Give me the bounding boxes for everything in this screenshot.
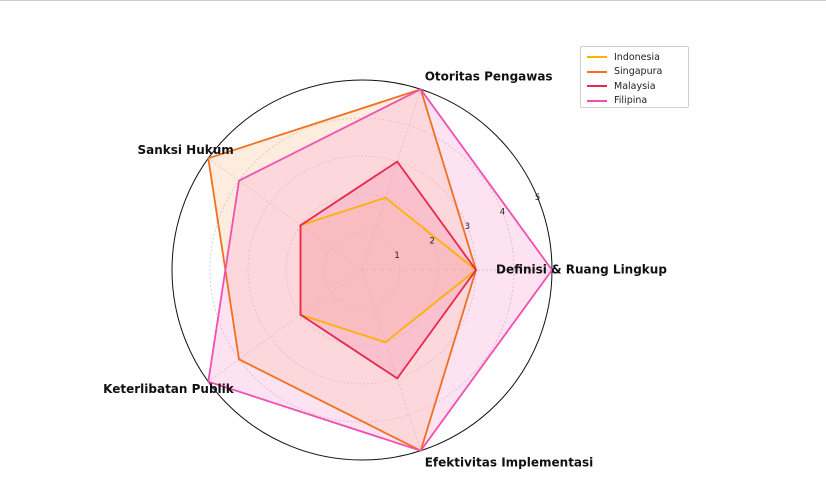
legend-label: Malaysia [614,80,656,92]
tick-label-1: 1 [394,251,399,261]
tick-label-3: 3 [465,222,470,232]
legend-item-filipina: Filipina [587,94,682,109]
axis-label-0: Definisi & Ruang Lingkup [496,263,667,277]
series-fill-indonesia [300,197,476,343]
axis-label-2: Sanksi Hukum [137,143,233,157]
legend-item-malaysia: Malaysia [587,79,682,94]
tick-label-2: 2 [430,236,435,246]
legend-item-indonesia: Indonesia [587,50,682,65]
radial-tick-labels: 1 2 3 4 5 [394,193,540,261]
tick-label-4: 4 [500,207,505,217]
series-line-singapura [207,88,477,452]
legend-item-singapura: Singapura [587,65,682,80]
legend: Indonesia Singapura Malaysia Filipina [580,46,689,108]
series-areas [207,88,554,452]
series-fill-singapura [208,89,476,451]
axis-labels: Definisi & Ruang Lingkup Otoritas Pengawa… [103,69,667,469]
legend-swatch [587,70,607,73]
tick-label-5: 5 [535,193,540,203]
series-fill-filipina [208,89,552,451]
axis-label-4: Efektivitas Implementasi [425,456,594,470]
series-fill-malaysia [300,161,476,379]
legend-swatch [587,85,607,88]
legend-swatch [587,56,607,59]
axis-label-3: Keterlibatan Publik [103,382,235,396]
legend-label: Singapura [614,66,663,78]
legend-swatch [587,99,607,102]
series-line-malaysia [299,160,478,380]
legend-label: Indonesia [614,51,660,63]
series-line-filipina [207,88,554,452]
window-top-border [0,0,826,1]
legend-label: Filipina [614,95,648,107]
axis-label-1: Otoritas Pengawas [425,69,553,83]
